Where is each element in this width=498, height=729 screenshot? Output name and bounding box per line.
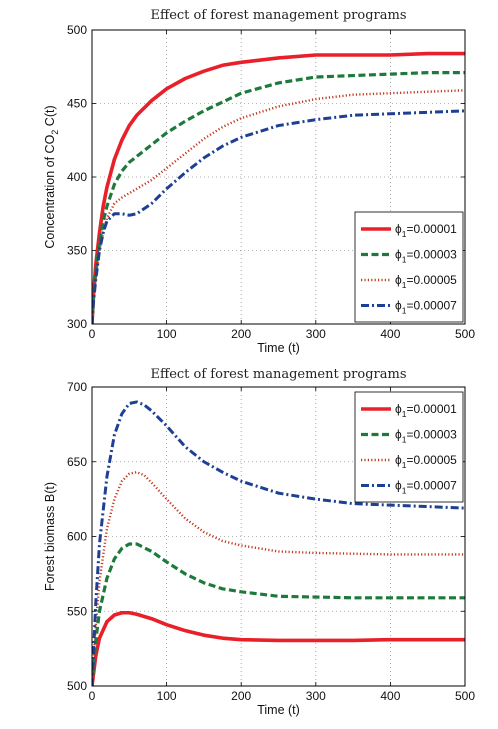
x-tick-label: 400	[380, 689, 400, 703]
y-tick-label: 600	[67, 530, 87, 544]
x-tick-label: 200	[231, 689, 251, 703]
series-line-1	[92, 51, 465, 324]
y-tick-label: 350	[67, 244, 87, 258]
y-tick-label: 400	[67, 170, 87, 184]
y-tick-label: 700	[67, 380, 87, 394]
legend-label-4: ϕ1=0.00007	[395, 299, 457, 316]
x-tick-label: 500	[455, 327, 475, 341]
series-line-2	[92, 542, 465, 686]
y-tick-label: 650	[67, 455, 87, 469]
series-line-4	[92, 109, 465, 324]
legend: ϕ1=0.00001 ϕ1=0.00003 ϕ1=0.00005 ϕ1=0.00007	[354, 211, 464, 323]
y-tick-label: 450	[67, 97, 87, 111]
x-tick-label: 0	[89, 689, 96, 703]
legend-label-1: ϕ1=0.00001	[395, 222, 457, 239]
y-axis-label: Forest biomass B(t)	[43, 482, 57, 591]
legend-label-4: ϕ1=0.00007	[395, 479, 457, 496]
chart-title: Effect of forest management programs	[150, 8, 406, 23]
y-tick-label: 500	[67, 23, 87, 37]
x-tick-label: 400	[380, 327, 400, 341]
x-tick-label: 500	[455, 689, 475, 703]
y-tick-label: 500	[67, 679, 87, 693]
y-axis-label: Concentration of CO2 C(t)	[43, 105, 60, 248]
legend-label-1: ϕ1=0.00001	[395, 402, 457, 419]
series-line-3	[92, 89, 465, 324]
series-line-1	[92, 610, 465, 686]
forest-biomass-chart: Effect of forest management programs 0 100…	[43, 367, 475, 717]
x-axis-label: Time (t)	[257, 341, 300, 355]
y-tick-label: 300	[67, 317, 87, 331]
legend-label-3: ϕ1=0.00005	[395, 273, 457, 290]
x-axis-label: Time (t)	[257, 703, 300, 717]
legend-label-2: ϕ1=0.00003	[395, 248, 457, 265]
legend: ϕ1=0.00001 ϕ1=0.00003 ϕ1=0.00005 ϕ1=0.00007	[354, 391, 464, 503]
x-tick-label: 0	[89, 327, 96, 341]
legend-label-3: ϕ1=0.00005	[395, 453, 457, 470]
x-tick-label: 100	[157, 327, 177, 341]
legend-label-2: ϕ1=0.00003	[395, 428, 457, 445]
x-tick-label: 300	[306, 327, 326, 341]
x-tick-label: 300	[306, 689, 326, 703]
y-tick-label: 550	[67, 604, 87, 618]
series-line-4	[92, 400, 465, 686]
series-line-3	[92, 471, 465, 686]
x-tick-label: 200	[231, 327, 251, 341]
chart-title: Effect of forest management programs	[150, 367, 406, 382]
x-tick-label: 100	[157, 689, 177, 703]
co2-concentration-chart: Effect of forest management programs 0 100…	[43, 8, 475, 355]
